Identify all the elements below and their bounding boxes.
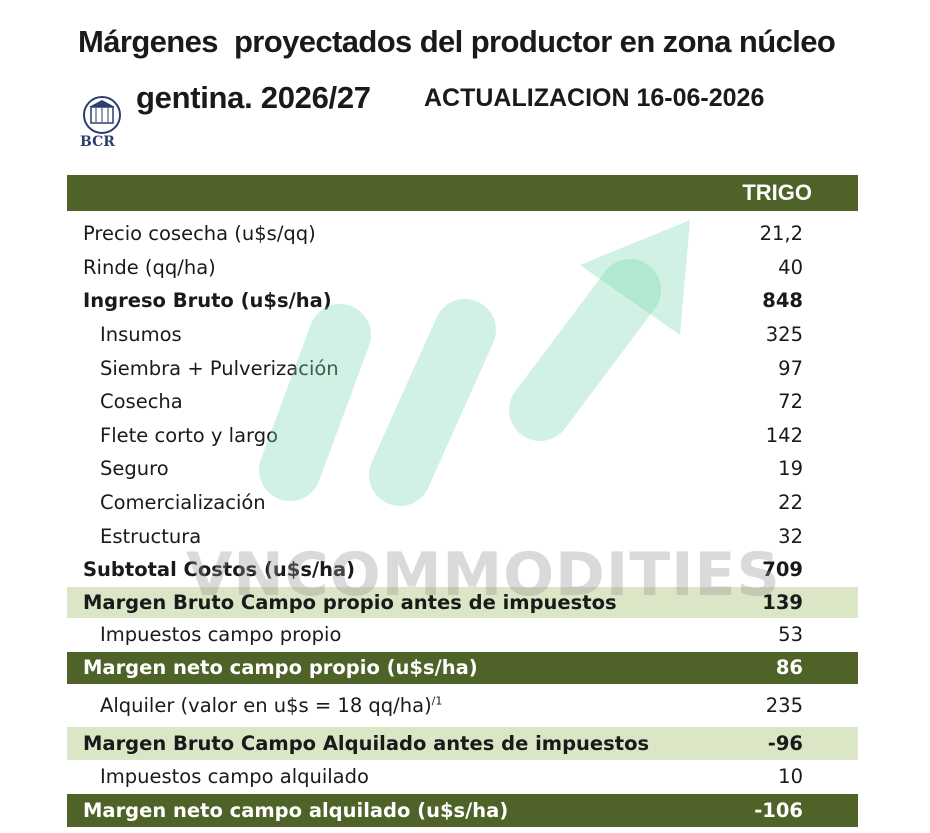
label: Seguro bbox=[100, 457, 169, 481]
title-line2: gentina. 2026/27 bbox=[136, 80, 371, 115]
logo-text: BCR bbox=[80, 134, 115, 150]
value: -96 bbox=[767, 731, 803, 755]
label: Comercialización bbox=[100, 491, 266, 515]
label: Rinde (qq/ha) bbox=[83, 255, 216, 279]
watermark: VNCOMMODITIES bbox=[186, 540, 781, 610]
value: 97 bbox=[778, 356, 803, 380]
label: Siembra + Pulverización bbox=[100, 356, 339, 380]
value: -106 bbox=[754, 798, 803, 822]
row: Comercialización 22 bbox=[67, 486, 858, 520]
value: 21,2 bbox=[759, 222, 803, 246]
title: Márgenes proyectados del productor en zo… bbox=[78, 24, 836, 59]
label: Margen neto campo propio (u$s/ha) bbox=[83, 656, 478, 680]
row: Impuestos campo alquilado 10 bbox=[67, 760, 858, 794]
label-text: Alquiler (valor en u$s = 18 qq/ha) bbox=[100, 693, 432, 717]
value: 19 bbox=[778, 457, 803, 481]
label: Cosecha bbox=[100, 390, 183, 414]
value: 709 bbox=[762, 558, 803, 582]
value: 325 bbox=[765, 323, 803, 347]
row: Seguro 19 bbox=[67, 452, 858, 486]
label: Flete corto y largo bbox=[100, 423, 279, 447]
label: Margen Bruto Campo Alquilado antes de im… bbox=[83, 731, 650, 755]
row: Subtotal Costos (u$s/ha) 709 bbox=[67, 553, 858, 587]
label: Impuestos campo alquilado bbox=[100, 765, 369, 789]
value: 10 bbox=[778, 765, 803, 789]
value: 22 bbox=[778, 491, 803, 515]
row: Precio cosecha (u$s/qq) 21,2 bbox=[67, 217, 858, 251]
table-header: TRIGO bbox=[67, 175, 858, 211]
label: Precio cosecha (u$s/qq) bbox=[83, 222, 316, 246]
row: Flete corto y largo 142 bbox=[67, 419, 858, 453]
update-date: ACTUALIZACION 16-06-2026 bbox=[424, 84, 765, 112]
row: Margen neto campo propio (u$s/ha) 86 bbox=[67, 651, 858, 684]
value: 139 bbox=[762, 590, 803, 614]
value: 848 bbox=[762, 289, 803, 313]
label: Subtotal Costos (u$s/ha) bbox=[83, 558, 356, 582]
value: 86 bbox=[775, 656, 803, 680]
label: Impuestos campo propio bbox=[100, 623, 342, 647]
row: Insumos 325 bbox=[67, 318, 858, 352]
label: Insumos bbox=[100, 323, 182, 347]
label: Ingreso Bruto (u$s/ha) bbox=[83, 289, 332, 313]
value: 53 bbox=[778, 623, 803, 647]
row: Impuestos campo propio 53 bbox=[67, 618, 858, 652]
value: 235 bbox=[765, 693, 803, 717]
row: Siembra + Pulverización 97 bbox=[67, 351, 858, 385]
label: Alquiler (valor en u$s = 18 qq/ha)/1 bbox=[100, 694, 442, 717]
value: 32 bbox=[778, 524, 803, 548]
value: 72 bbox=[778, 390, 803, 414]
row: Rinde (qq/ha) 40 bbox=[67, 251, 858, 285]
footnote: /1 bbox=[431, 694, 443, 708]
value: 40 bbox=[778, 255, 803, 279]
row: Alquiler (valor en u$s = 18 qq/ha)/1 235 bbox=[67, 684, 858, 727]
label: Margen Bruto Campo propio antes de impue… bbox=[83, 590, 617, 614]
table: TRIGO Precio cosecha (u$s/qq) 21,2 Rinde … bbox=[67, 175, 858, 827]
label: Margen neto campo alquilado (u$s/ha) bbox=[83, 798, 509, 822]
row: Ingreso Bruto (u$s/ha) 848 bbox=[67, 284, 858, 318]
row: Estructura 32 bbox=[67, 519, 858, 553]
row: Margen neto campo alquilado (u$s/ha) -106 bbox=[67, 793, 858, 827]
column-header: TRIGO bbox=[742, 180, 812, 205]
value: 142 bbox=[765, 423, 803, 447]
row: Cosecha 72 bbox=[67, 385, 858, 419]
label: Estructura bbox=[100, 524, 202, 548]
row: Margen Bruto Campo propio antes de impue… bbox=[67, 586, 858, 618]
row: Margen Bruto Campo Alquilado antes de im… bbox=[67, 726, 858, 760]
logo bbox=[83, 96, 121, 134]
